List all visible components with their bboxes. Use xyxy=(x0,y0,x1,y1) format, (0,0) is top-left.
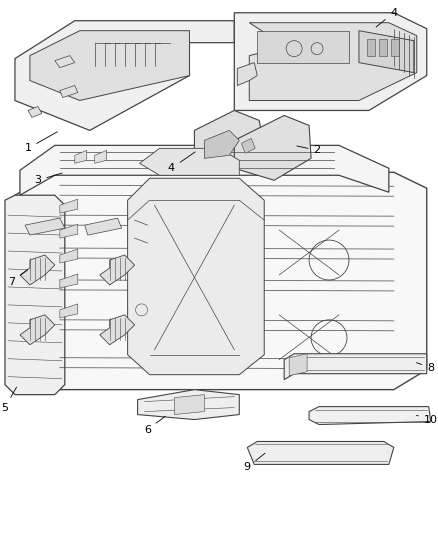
Polygon shape xyxy=(20,315,55,345)
Polygon shape xyxy=(15,21,234,131)
Polygon shape xyxy=(237,62,257,85)
Polygon shape xyxy=(60,274,78,288)
Polygon shape xyxy=(75,150,87,163)
Text: 2: 2 xyxy=(297,146,321,155)
Polygon shape xyxy=(100,255,134,285)
Polygon shape xyxy=(30,31,190,101)
Polygon shape xyxy=(127,178,264,375)
Text: 9: 9 xyxy=(244,453,265,472)
Text: 10: 10 xyxy=(417,415,438,425)
Polygon shape xyxy=(60,304,78,318)
Polygon shape xyxy=(95,150,107,163)
Polygon shape xyxy=(100,315,134,345)
Polygon shape xyxy=(309,407,431,425)
Text: 4: 4 xyxy=(376,8,397,27)
Polygon shape xyxy=(247,441,394,464)
Polygon shape xyxy=(15,172,427,390)
Polygon shape xyxy=(60,249,78,263)
Polygon shape xyxy=(194,110,264,170)
Polygon shape xyxy=(28,107,42,117)
Polygon shape xyxy=(20,146,389,195)
Text: 5: 5 xyxy=(1,387,17,413)
Text: 7: 7 xyxy=(8,270,28,287)
Polygon shape xyxy=(138,390,239,419)
Polygon shape xyxy=(289,354,307,376)
Text: 8: 8 xyxy=(417,362,434,373)
Polygon shape xyxy=(234,116,311,180)
Polygon shape xyxy=(140,148,239,175)
Polygon shape xyxy=(234,13,427,110)
Polygon shape xyxy=(205,131,239,158)
Polygon shape xyxy=(25,218,65,235)
Polygon shape xyxy=(20,255,55,285)
Polygon shape xyxy=(60,199,78,213)
Polygon shape xyxy=(174,394,205,415)
Polygon shape xyxy=(379,39,387,55)
Polygon shape xyxy=(257,31,349,62)
Text: 4: 4 xyxy=(168,152,195,173)
Text: 6: 6 xyxy=(144,416,165,434)
Polygon shape xyxy=(391,39,399,55)
Polygon shape xyxy=(249,23,417,101)
Polygon shape xyxy=(85,218,122,235)
Polygon shape xyxy=(55,55,75,68)
Text: 1: 1 xyxy=(25,132,57,154)
Polygon shape xyxy=(284,354,427,379)
Polygon shape xyxy=(60,224,78,238)
Polygon shape xyxy=(5,195,65,394)
Polygon shape xyxy=(367,39,375,55)
Text: 3: 3 xyxy=(35,173,62,185)
Polygon shape xyxy=(241,139,255,154)
Polygon shape xyxy=(359,31,414,72)
Polygon shape xyxy=(60,85,78,98)
